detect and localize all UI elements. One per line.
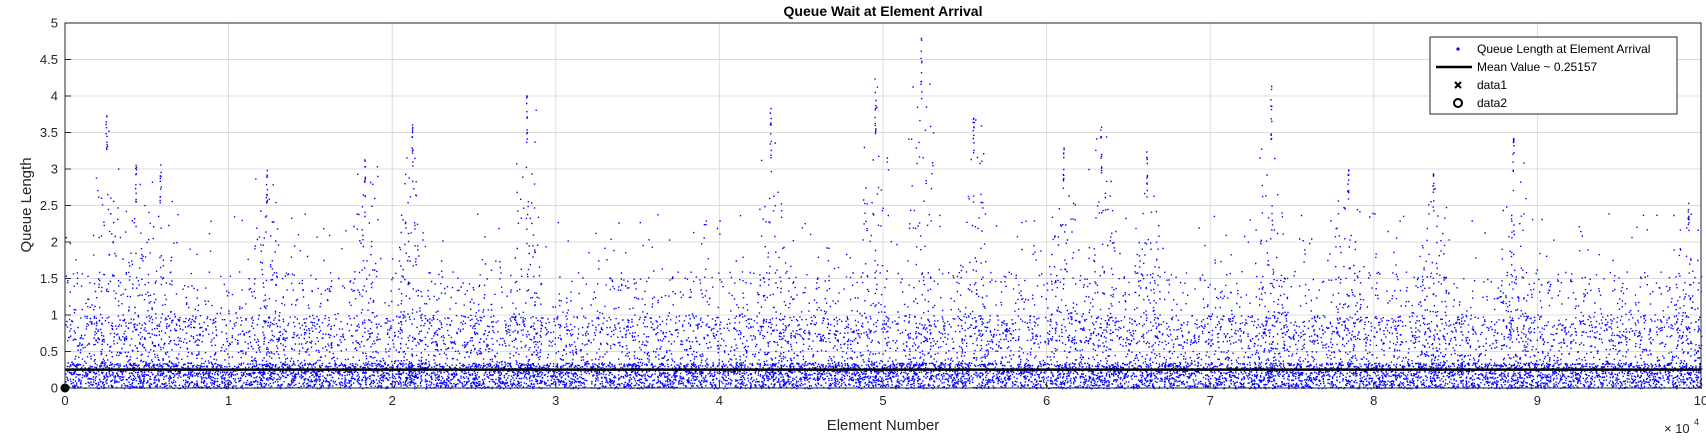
legend-box <box>1429 36 1678 115</box>
x-tick-label: 0 <box>61 393 68 408</box>
chart-title: Queue Wait at Element Arrival <box>784 3 983 19</box>
y-tick-label: 2.5 <box>40 198 58 213</box>
scatter-points <box>65 37 1703 390</box>
x-axis-label: Element Number <box>827 417 940 434</box>
axis-ticks <box>64 22 1702 389</box>
legend-swatch-data2 <box>1453 98 1463 108</box>
y-tick-label: 0 <box>51 381 58 396</box>
x-tick-label: 4 <box>716 393 723 408</box>
y-tick-label: 1.5 <box>40 271 58 286</box>
y-tick-label: 3 <box>51 162 58 177</box>
legend-label-queue-length: Queue Length at Element Arrival <box>1477 42 1650 56</box>
y-tick-label: 1 <box>51 308 58 323</box>
legend-label-mean-value: Mean Value ~ 0.25157 <box>1477 60 1598 74</box>
x-exponent-power: 4 <box>1694 417 1699 427</box>
x-tick-label: 8 <box>1370 393 1377 408</box>
legend: Queue Length at Element Arrival Mean Val… <box>1429 36 1678 115</box>
y-tick-label: 2 <box>51 235 58 250</box>
x-exponent-base: × 10 <box>1664 421 1690 436</box>
x-tick-label: 5 <box>879 393 886 408</box>
y-tick-label: 5 <box>51 16 58 31</box>
y-tick-label: 3.5 <box>40 125 58 140</box>
y-axis-label: Queue Length <box>18 157 35 252</box>
legend-swatch-data1 <box>1454 81 1462 89</box>
scatter-point-cloud <box>65 37 1703 390</box>
y-tick-label: 4 <box>51 89 58 104</box>
x-tick-label: 3 <box>552 393 559 408</box>
legend-label-data2: data2 <box>1477 96 1507 110</box>
x-tick-label: 7 <box>1207 393 1214 408</box>
y-tick-label: 0.5 <box>40 344 58 359</box>
x-tick-label: 2 <box>389 393 396 408</box>
x-tick-label: 1 <box>225 393 232 408</box>
x-tick-label: 9 <box>1534 393 1541 408</box>
x-tick-label: 6 <box>1043 393 1050 408</box>
x-axis-exponent: × 10 4 <box>1664 417 1699 436</box>
legend-label-data1: data1 <box>1477 78 1507 92</box>
legend-swatch-queue-length <box>1456 47 1460 51</box>
y-tick-label: 4.5 <box>40 52 58 67</box>
x-tick-label: 10 <box>1694 393 1706 408</box>
